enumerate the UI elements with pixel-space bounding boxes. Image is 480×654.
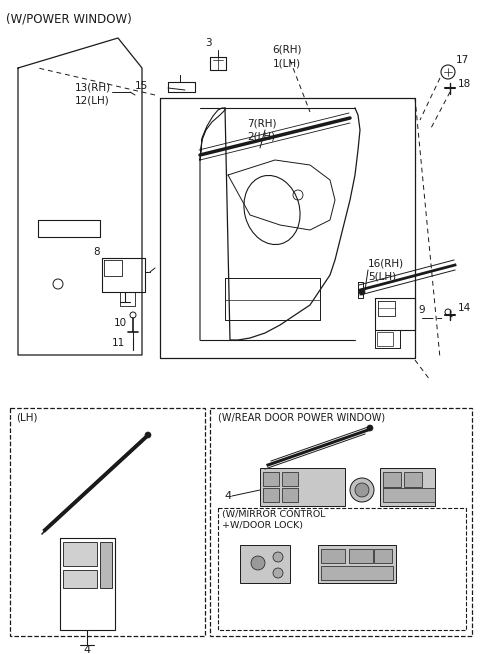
Text: 16(RH)
5(LH): 16(RH) 5(LH) bbox=[368, 258, 404, 281]
Bar bbox=[321, 566, 393, 580]
Bar bbox=[263, 488, 279, 502]
Circle shape bbox=[273, 552, 283, 562]
Text: 14: 14 bbox=[458, 303, 471, 313]
Circle shape bbox=[273, 568, 283, 578]
Bar bbox=[321, 549, 345, 563]
Bar bbox=[63, 542, 97, 566]
Text: 10: 10 bbox=[113, 318, 127, 328]
Text: 4: 4 bbox=[84, 645, 91, 654]
Text: (W/REAR DOOR POWER WINDOW): (W/REAR DOOR POWER WINDOW) bbox=[218, 412, 385, 422]
Text: 11: 11 bbox=[111, 338, 125, 348]
Bar bbox=[383, 472, 401, 487]
Bar bbox=[240, 545, 290, 583]
Bar bbox=[282, 488, 298, 502]
Bar bbox=[63, 570, 97, 588]
Bar bbox=[404, 472, 422, 487]
Circle shape bbox=[145, 432, 151, 438]
Circle shape bbox=[359, 289, 365, 295]
Circle shape bbox=[350, 478, 374, 502]
Text: 7(RH)
2(LH): 7(RH) 2(LH) bbox=[247, 118, 276, 141]
Text: (W/MIRROR CONTROL
+W/DOOR LOCK): (W/MIRROR CONTROL +W/DOOR LOCK) bbox=[222, 510, 325, 530]
Circle shape bbox=[251, 556, 265, 570]
Text: (LH): (LH) bbox=[16, 412, 37, 422]
Bar bbox=[349, 549, 373, 563]
Bar bbox=[260, 468, 345, 506]
Text: 18: 18 bbox=[458, 79, 471, 89]
Bar bbox=[377, 332, 393, 346]
Bar bbox=[263, 472, 279, 486]
Bar bbox=[100, 542, 112, 588]
Text: 6(RH)
1(LH): 6(RH) 1(LH) bbox=[272, 45, 302, 68]
Text: 4: 4 bbox=[224, 491, 231, 501]
Text: 17: 17 bbox=[456, 55, 469, 65]
Text: 15: 15 bbox=[135, 81, 148, 91]
Text: 8: 8 bbox=[94, 247, 100, 257]
Bar bbox=[374, 549, 392, 563]
Circle shape bbox=[355, 483, 369, 497]
Text: (W/POWER WINDOW): (W/POWER WINDOW) bbox=[6, 12, 132, 25]
Bar bbox=[380, 468, 435, 506]
Circle shape bbox=[367, 425, 373, 431]
Bar bbox=[383, 488, 435, 502]
Text: 9: 9 bbox=[418, 305, 425, 315]
Text: 13(RH)
12(LH): 13(RH) 12(LH) bbox=[75, 82, 111, 105]
Bar bbox=[318, 545, 396, 583]
Text: 3: 3 bbox=[204, 38, 211, 48]
Bar bbox=[282, 472, 298, 486]
